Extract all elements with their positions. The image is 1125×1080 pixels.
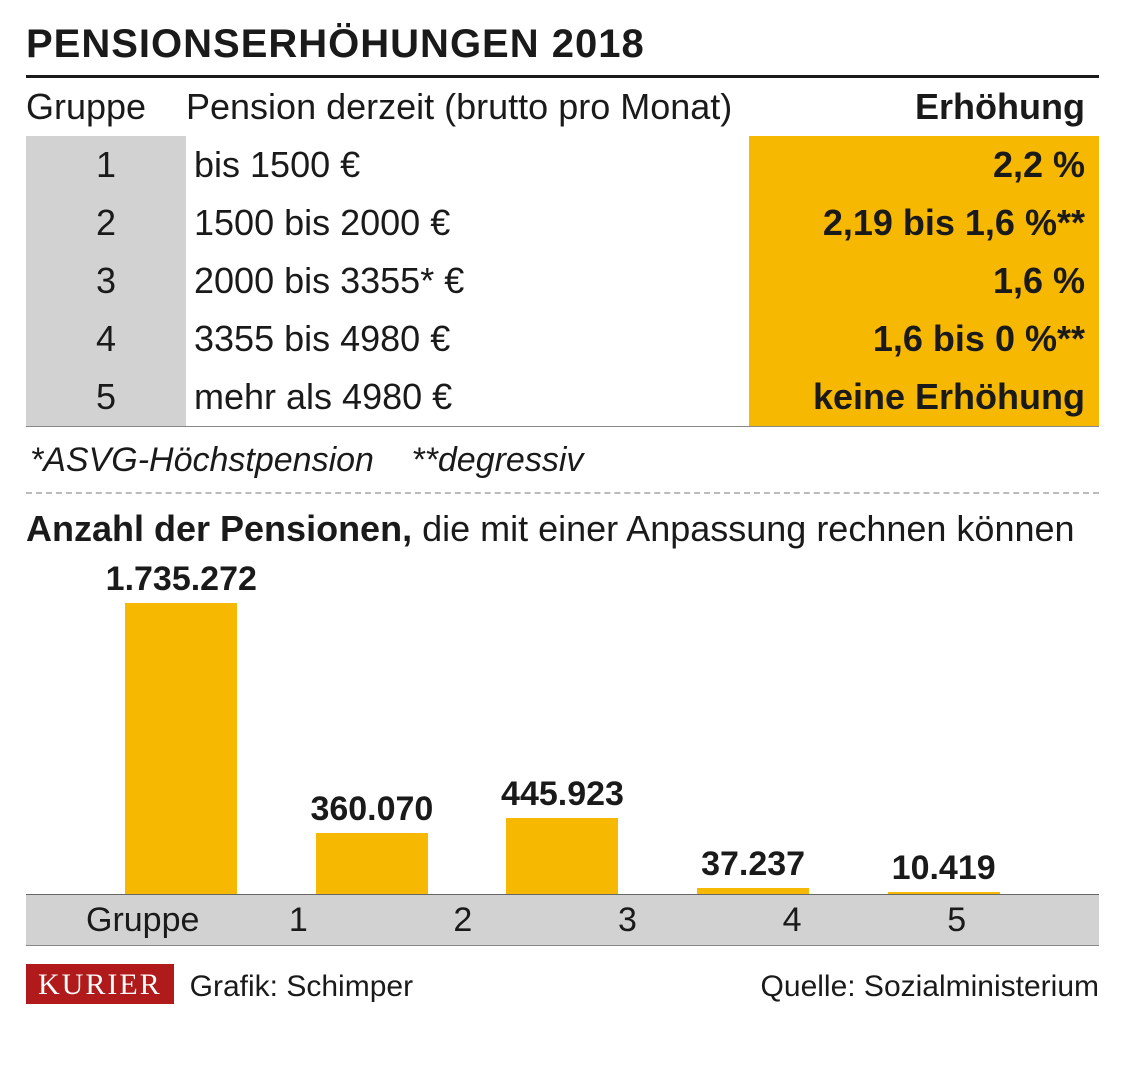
page-title: PENSIONSERHÖHUNGEN 2018 bbox=[26, 22, 1099, 67]
cell-pension: bis 1500 € bbox=[186, 136, 749, 194]
cell-pension: 1500 bis 2000 € bbox=[186, 194, 749, 252]
bar-chart: 1.735.272 360.070 445.923 37.237 10.419 Grup… bbox=[26, 560, 1099, 945]
axis-tick: 3 bbox=[545, 901, 710, 940]
chart-x-axis: Gruppe 12345 bbox=[26, 895, 1099, 945]
axis-title: Gruppe bbox=[86, 901, 216, 940]
bar-column: 37.237 bbox=[658, 560, 849, 894]
bar-column: 360.070 bbox=[277, 560, 468, 894]
bar-column: 10.419 bbox=[848, 560, 1039, 894]
cell-gruppe: 5 bbox=[26, 368, 186, 426]
cell-erhoehung: keine Erhöhung bbox=[749, 368, 1099, 426]
cell-erhoehung: 1,6 % bbox=[749, 252, 1099, 310]
footnotes: *ASVG-Höchstpension **degressiv bbox=[30, 441, 1099, 480]
footer-source: Quelle: Sozialministerium bbox=[761, 970, 1099, 1004]
table-row: 1bis 1500 €2,2 % bbox=[26, 136, 1099, 194]
col-header-pension: Pension derzeit (brutto pro Monat) bbox=[186, 78, 749, 136]
chart-plot-area: 1.735.272 360.070 445.923 37.237 10.419 bbox=[26, 560, 1099, 895]
bar-value-label: 37.237 bbox=[701, 845, 805, 884]
cell-gruppe: 3 bbox=[26, 252, 186, 310]
cell-pension: 3355 bis 4980 € bbox=[186, 310, 749, 368]
axis-tick: 1 bbox=[216, 901, 381, 940]
table-row: 21500 bis 2000 €2,19 bis 1,6 %** bbox=[26, 194, 1099, 252]
cell-gruppe: 1 bbox=[26, 136, 186, 194]
chart-subtitle-rest: die mit einer Anpassung rechnen können bbox=[412, 508, 1074, 549]
bar bbox=[697, 888, 809, 894]
bar-value-label: 360.070 bbox=[310, 790, 433, 829]
cell-erhoehung: 2,2 % bbox=[749, 136, 1099, 194]
bar bbox=[888, 892, 1000, 894]
brand-badge: KURIER bbox=[26, 964, 174, 1004]
cell-pension: mehr als 4980 € bbox=[186, 368, 749, 426]
axis-tick: 4 bbox=[710, 901, 875, 940]
table-row: 32000 bis 3355* €1,6 % bbox=[26, 252, 1099, 310]
bar bbox=[506, 818, 618, 894]
chart-subtitle-bold: Anzahl der Pensionen, bbox=[26, 508, 412, 549]
table-row: 5mehr als 4980 €keine Erhöhung bbox=[26, 368, 1099, 426]
footnote-a: *ASVG-Höchstpension bbox=[30, 441, 374, 479]
pension-table: Gruppe Pension derzeit (brutto pro Monat… bbox=[26, 78, 1099, 426]
bar-value-label: 445.923 bbox=[501, 775, 624, 814]
footer-credit: Grafik: Schimper bbox=[190, 970, 413, 1004]
bar-column: 1.735.272 bbox=[86, 560, 277, 894]
cell-erhoehung: 1,6 bis 0 %** bbox=[749, 310, 1099, 368]
bar-value-label: 10.419 bbox=[892, 849, 996, 888]
footer-left: KURIER Grafik: Schimper bbox=[26, 964, 413, 1004]
cell-pension: 2000 bis 3355* € bbox=[186, 252, 749, 310]
divider-dotted bbox=[26, 492, 1099, 494]
cell-erhoehung: 2,19 bis 1,6 %** bbox=[749, 194, 1099, 252]
table-row: 43355 bis 4980 €1,6 bis 0 %** bbox=[26, 310, 1099, 368]
chart-subtitle: Anzahl der Pensionen, die mit einer Anpa… bbox=[26, 508, 1099, 550]
axis-tick: 5 bbox=[874, 901, 1039, 940]
cell-gruppe: 2 bbox=[26, 194, 186, 252]
axis-tick: 2 bbox=[381, 901, 546, 940]
rule-under-table bbox=[26, 426, 1099, 427]
bar bbox=[125, 603, 237, 894]
cell-gruppe: 4 bbox=[26, 310, 186, 368]
bar-value-label: 1.735.272 bbox=[106, 560, 257, 599]
bar-column: 445.923 bbox=[467, 560, 658, 894]
bar bbox=[316, 833, 428, 894]
rule-under-chart bbox=[26, 945, 1099, 946]
col-header-gruppe: Gruppe bbox=[26, 78, 186, 136]
col-header-erhoehung: Erhöhung bbox=[749, 78, 1099, 136]
footnote-b: **degressiv bbox=[411, 441, 583, 479]
table-header-row: Gruppe Pension derzeit (brutto pro Monat… bbox=[26, 78, 1099, 136]
footer: KURIER Grafik: Schimper Quelle: Sozialmi… bbox=[26, 964, 1099, 1004]
